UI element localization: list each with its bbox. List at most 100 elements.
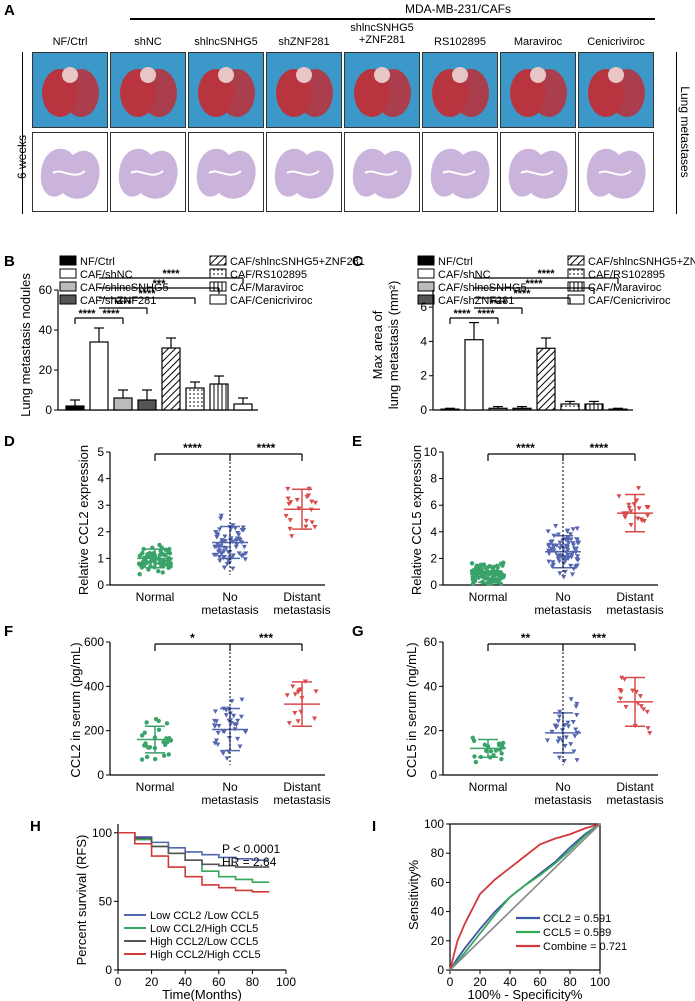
- chart-e-point: [493, 577, 499, 582]
- chart-e-point: [568, 555, 574, 560]
- chart-d-point: [283, 513, 289, 519]
- panel-label: F: [4, 623, 13, 640]
- chart-g-point: [565, 724, 571, 729]
- legend-c-entry: CAF/Cenicriviroc: [588, 295, 671, 307]
- legend-b-swatch: [59, 255, 77, 266]
- chart-g-point: [573, 704, 579, 709]
- chart-g-point: [574, 758, 580, 763]
- chart-e-point: [555, 553, 561, 559]
- chart-g-point: [574, 713, 580, 718]
- lung-photo: [32, 52, 108, 128]
- chart-f-point: [156, 718, 161, 724]
- chart-c-bar: [608, 408, 628, 411]
- chart-d-point: [137, 562, 143, 567]
- chart-e-point: [626, 506, 632, 511]
- chart-i-ylabel: Sensitivity%: [406, 860, 421, 931]
- chart-d-ylabel: Relative CCL2 expression: [76, 445, 91, 595]
- legend-c-swatch: [417, 281, 435, 292]
- chart-e-x-label: Distant: [616, 590, 654, 604]
- chart-e-point: [561, 575, 567, 580]
- chart-c-bar: [464, 339, 484, 411]
- chart-g-point: [568, 742, 574, 747]
- lung-photo: [188, 52, 264, 128]
- panel-a-column-header: RS102895: [434, 36, 486, 48]
- chart-f-point: [238, 714, 244, 720]
- chart-d-point: [236, 532, 242, 538]
- chart-f-point: [152, 756, 158, 762]
- chart-f-y-tick-label: 600: [84, 635, 104, 649]
- legend-b-entry: CAF/Cenicriviroc: [230, 295, 313, 307]
- chart-b-bar: [113, 397, 133, 411]
- chart-h-x-tick-label: 80: [246, 975, 260, 989]
- chart-d-point: [215, 542, 221, 548]
- chart-h-legend-entry: High CCL2/High CCL5: [150, 949, 261, 961]
- chart-f-point: [286, 721, 292, 726]
- chart-e-point: [563, 558, 569, 564]
- chart-g-point: [574, 701, 580, 707]
- chart-h-y-tick-label: 0: [105, 963, 112, 977]
- chart-d-point: [222, 565, 228, 571]
- chart-g-y-tick-label: 20: [424, 724, 438, 738]
- legend-b-entry: CAF/shNC: [80, 269, 133, 281]
- chart-h-xlabel: Time(Months): [162, 987, 242, 1001]
- legend-c-swatch: [567, 268, 585, 279]
- chart-e-point: [645, 505, 651, 510]
- chart-d-point: [243, 551, 249, 556]
- chart-c-sig-label: ****: [513, 288, 531, 300]
- chart-i-frame: [449, 823, 601, 971]
- chart-f-point: [214, 719, 220, 724]
- chart-e-point: [564, 529, 570, 534]
- panel-label: D: [4, 433, 15, 450]
- chart-e-point: [631, 502, 637, 507]
- chart-i-legend-entry: CCL2 = 0.591: [543, 913, 611, 925]
- chart-d-point: [285, 486, 291, 492]
- chart-f-sig-label: *: [190, 631, 195, 645]
- chart-d-y-tick-label: 3: [97, 498, 104, 512]
- chart-f-point: [165, 739, 170, 745]
- panel-label: B: [4, 253, 15, 270]
- chart-h-y-tick-label: 100: [92, 826, 112, 840]
- chart-f-point: [290, 684, 296, 689]
- chart-c-sig-label: ****: [477, 308, 495, 320]
- chart-e-y-tick-label: 4: [430, 525, 437, 539]
- chart-h-series-line: [118, 831, 270, 893]
- chart-f-point: [215, 742, 221, 748]
- chart-d-point: [147, 550, 152, 556]
- chart-d-point: [230, 523, 236, 528]
- chart-g-point: [488, 749, 494, 754]
- chart-d-point: [221, 545, 227, 551]
- chart-f-point: [144, 720, 149, 725]
- chart-d-y-tick-label: 2: [97, 525, 104, 539]
- chart-h-legend-entry: High CCL2/Low CCL5: [150, 936, 258, 948]
- chart-g-point: [493, 748, 499, 753]
- chart-h-series-line: [118, 831, 270, 868]
- chart-e-point: [562, 569, 568, 575]
- chart-d-point: [141, 563, 147, 568]
- chart-g-x-label-2: metastasis: [606, 793, 663, 807]
- chart-d-point: [312, 525, 318, 530]
- lung-photo: [578, 52, 654, 128]
- chart-c-bar: [584, 403, 604, 411]
- chart-e-y-tick-label: 0: [430, 578, 437, 592]
- chart-d-point: [230, 566, 236, 572]
- chart-d-x-label: Distant: [283, 590, 321, 604]
- chart-e-point: [574, 526, 580, 532]
- chart-b-sig-label: ****: [162, 268, 180, 280]
- chart-h-x-tick-label: 100: [276, 975, 296, 989]
- chart-i-x-tick-label: 20: [473, 975, 487, 989]
- chart-d-point: [150, 558, 155, 563]
- chart-g-point: [619, 675, 625, 681]
- chart-g-point: [472, 754, 477, 759]
- chart-f-point: [220, 751, 226, 756]
- chart-f-point: [223, 708, 229, 713]
- chart-e-point: [470, 574, 475, 580]
- chart-f-point: [139, 757, 145, 762]
- chart-i-y-tick-label: 80: [431, 846, 445, 860]
- chart-e-x-label: No: [555, 590, 571, 604]
- chart-e-y-tick-label: 2: [430, 551, 437, 565]
- chart-f-point: [224, 756, 230, 761]
- chart-g-point: [637, 694, 643, 699]
- chart-i-y-tick-label: 60: [431, 875, 445, 889]
- chart-e-point: [575, 554, 581, 559]
